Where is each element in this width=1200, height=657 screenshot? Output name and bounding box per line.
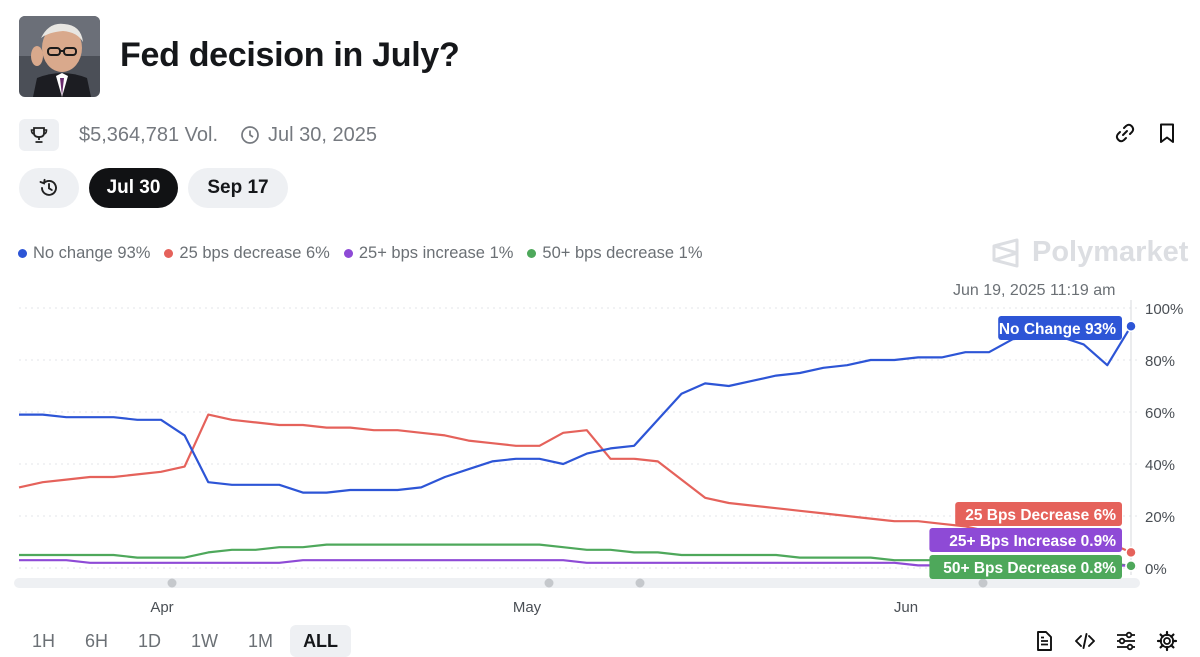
x-tick-label: May	[513, 599, 542, 616]
y-tick-label: 100%	[1145, 301, 1183, 318]
market-meta: $5,364,781 Vol. Jul 30, 2025	[19, 119, 377, 151]
series-end-label: 25+ Bps Increase 0.9%	[949, 533, 1116, 550]
trophy-icon	[30, 127, 48, 143]
tab-sep-17[interactable]: Sep 17	[188, 168, 288, 208]
y-tick-label: 40%	[1145, 457, 1175, 474]
clock-icon	[241, 126, 259, 144]
series-end-label-bg	[955, 502, 1122, 526]
end-date: Jul 30, 2025	[240, 124, 377, 147]
x-tick-label: Jun	[894, 599, 918, 616]
legend-dot	[527, 249, 537, 258]
x-tick-label: Apr	[150, 599, 173, 616]
legend-item-no-change: No change 93%	[18, 244, 150, 263]
history-icon	[39, 178, 57, 196]
end-date-text: Jul 30, 2025	[268, 123, 377, 146]
y-tick-label: 60%	[1145, 405, 1175, 422]
y-tick-label: 20%	[1145, 509, 1175, 526]
link-icon	[1115, 123, 1135, 143]
code-icon	[1075, 633, 1095, 649]
volume-text: $5,364,781 Vol.	[79, 123, 219, 146]
legend-label: 50+ bps decrease 1%	[542, 244, 703, 262]
range-1m[interactable]: 1M	[248, 630, 274, 651]
rules-button[interactable]	[1033, 630, 1055, 652]
probability-chart[interactable]: 100% 80% 60% 40% 20% 0% Apr May Jun No Change 93%…	[0, 290, 1200, 625]
range-1h[interactable]: 1H	[32, 630, 56, 651]
settings-button[interactable]	[1156, 630, 1178, 652]
legend-label: No change 93%	[33, 244, 151, 262]
legend-item-50-bps-decrease: 50+ bps decrease 1%	[527, 244, 703, 263]
series-end-label-bg	[998, 316, 1122, 340]
legend-item-25-bps-increase: 25+ bps increase 1%	[343, 244, 514, 263]
watermark-text: Polymarket	[1032, 236, 1189, 268]
series-end-label: 50+ Bps Decrease 0.8%	[943, 560, 1116, 577]
legend-dot	[18, 249, 27, 258]
tab-jul-30[interactable]: Jul 30	[89, 168, 178, 208]
series-end-label: No Change 93%	[999, 321, 1116, 338]
bookmark-button[interactable]	[1156, 122, 1178, 144]
gear-icon	[1156, 630, 1178, 652]
polymarket-watermark: Polymarket	[990, 236, 1188, 269]
event-marker	[978, 578, 988, 588]
series-end-label-bg	[929, 528, 1122, 552]
hover-timestamp: Jun 19, 2025 11:19 am	[953, 282, 1116, 299]
range-1d[interactable]: 1D	[138, 630, 162, 651]
legend-item-25-bps-decrease: 25 bps decrease 6%	[164, 244, 330, 263]
legend-label: 25+ bps increase 1%	[358, 244, 514, 262]
market-avatar	[19, 16, 100, 97]
document-icon	[1037, 631, 1052, 651]
legend-dot	[343, 249, 353, 258]
event-marker	[544, 578, 554, 588]
legend-label: 25 bps decrease 6%	[179, 244, 330, 262]
y-tick-label: 0%	[1145, 561, 1167, 578]
time-range-selector: 1H 6H 1D 1W 1M ALL	[19, 625, 352, 657]
chart-legend: No change 93% 25 bps decrease 6% 25+ bps…	[18, 244, 703, 263]
range-1w[interactable]: 1W	[191, 630, 219, 651]
range-all[interactable]: ALL	[290, 625, 352, 657]
series-endpoint	[1125, 560, 1137, 572]
event-marker	[635, 578, 645, 588]
series-line	[19, 325, 1132, 494]
legend-dot	[164, 249, 174, 258]
series-end-label-bg	[929, 555, 1122, 579]
link-button[interactable]	[1114, 122, 1136, 144]
bookmark-icon	[1160, 123, 1174, 143]
event-marker	[167, 578, 177, 588]
series-line	[18, 413, 1132, 554]
series-endpoint	[1125, 320, 1137, 332]
polymarket-logo-icon	[992, 238, 1019, 267]
series-endpoint	[1125, 546, 1137, 559]
y-tick-label: 80%	[1145, 353, 1175, 370]
embed-button[interactable]	[1074, 630, 1096, 652]
range-6h[interactable]: 6H	[85, 630, 109, 651]
trophy-button[interactable]	[19, 119, 59, 151]
page-title: Fed decision in July?	[120, 36, 460, 74]
history-button[interactable]	[19, 168, 79, 208]
sliders-icon	[1117, 631, 1135, 651]
filters-button[interactable]	[1115, 630, 1137, 652]
series-end-label: 25 Bps Decrease 6%	[965, 507, 1116, 524]
